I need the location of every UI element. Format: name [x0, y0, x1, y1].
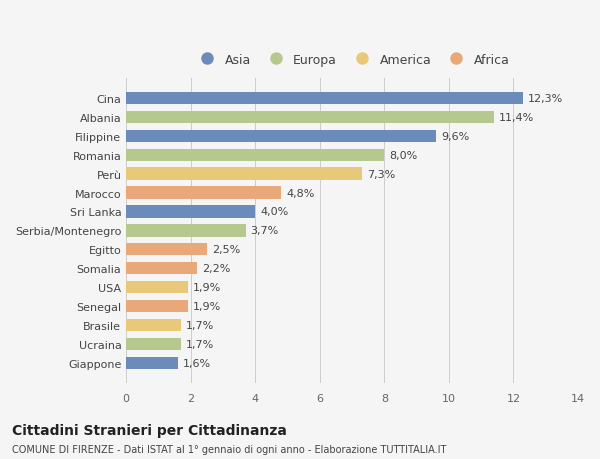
Bar	[126, 187, 281, 199]
Bar	[126, 130, 436, 143]
Text: 1,9%: 1,9%	[193, 302, 221, 311]
Bar	[126, 263, 197, 275]
Bar	[126, 93, 523, 105]
Bar	[126, 357, 178, 369]
Text: 7,3%: 7,3%	[367, 169, 395, 179]
Text: 2,5%: 2,5%	[212, 245, 240, 255]
Bar	[126, 300, 188, 313]
Text: 1,9%: 1,9%	[193, 283, 221, 292]
Bar	[126, 206, 255, 218]
Bar	[126, 112, 494, 123]
Bar	[126, 281, 188, 294]
Text: 9,6%: 9,6%	[441, 131, 469, 141]
Text: 2,2%: 2,2%	[202, 263, 230, 274]
Text: 12,3%: 12,3%	[528, 94, 563, 104]
Bar	[126, 168, 362, 180]
Text: 1,7%: 1,7%	[186, 320, 214, 330]
Text: COMUNE DI FIRENZE - Dati ISTAT al 1° gennaio di ogni anno - Elaborazione TUTTITA: COMUNE DI FIRENZE - Dati ISTAT al 1° gen…	[12, 444, 446, 454]
Bar	[126, 149, 385, 162]
Text: 3,7%: 3,7%	[250, 226, 279, 236]
Bar	[126, 225, 245, 237]
Text: Cittadini Stranieri per Cittadinanza: Cittadini Stranieri per Cittadinanza	[12, 423, 287, 437]
Bar	[126, 244, 207, 256]
Text: 1,7%: 1,7%	[186, 339, 214, 349]
Text: 4,8%: 4,8%	[286, 188, 314, 198]
Legend: Asia, Europa, America, Africa: Asia, Europa, America, Africa	[190, 48, 515, 71]
Text: 4,0%: 4,0%	[260, 207, 289, 217]
Bar	[126, 338, 181, 350]
Text: 11,4%: 11,4%	[499, 112, 534, 123]
Bar	[126, 319, 181, 331]
Text: 1,6%: 1,6%	[182, 358, 211, 368]
Text: 8,0%: 8,0%	[389, 151, 418, 160]
